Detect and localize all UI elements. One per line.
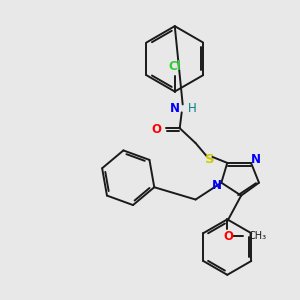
- Text: H: H: [188, 102, 196, 115]
- Text: N: N: [212, 179, 221, 192]
- Text: Cl: Cl: [168, 60, 181, 73]
- Text: O: O: [223, 230, 233, 243]
- Text: CH₃: CH₃: [248, 231, 266, 241]
- Text: O: O: [151, 123, 161, 136]
- Text: N: N: [170, 102, 180, 115]
- Text: S: S: [205, 153, 214, 167]
- Text: N: N: [251, 153, 261, 167]
